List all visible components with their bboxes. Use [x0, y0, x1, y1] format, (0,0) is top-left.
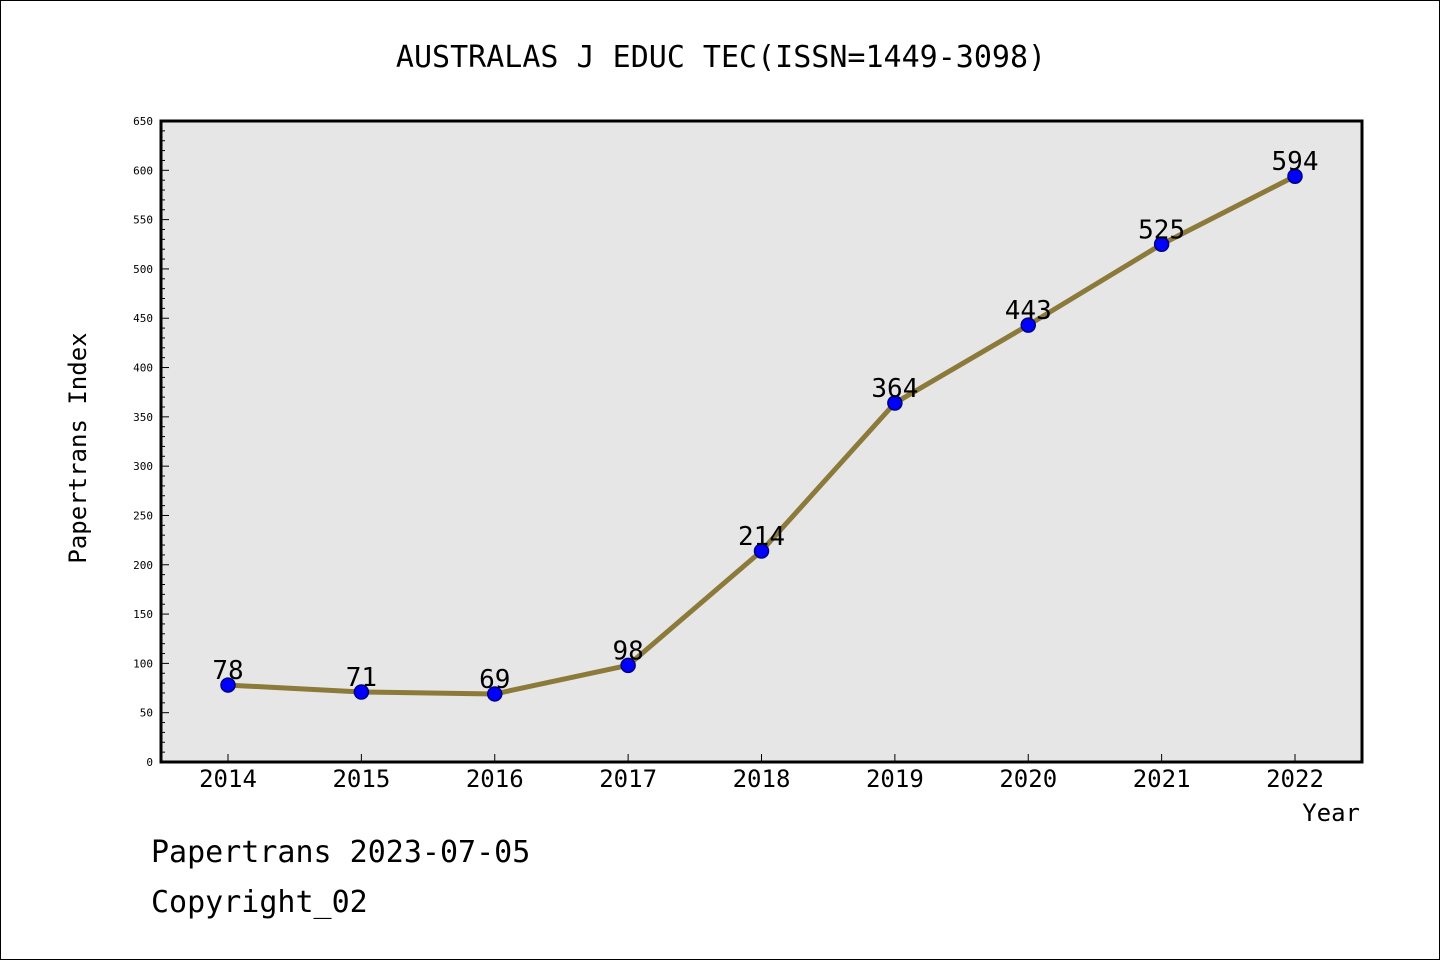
y-tick-label: 350	[133, 411, 153, 424]
data-point	[1287, 168, 1303, 184]
y-axis: 0 50 100 150 200 250 300 350 400 450 500 550 600 650	[133, 115, 169, 769]
x-tick-label: 2019	[866, 765, 924, 793]
y-tick-label: 300	[133, 460, 153, 473]
data-label: 98	[612, 636, 643, 666]
x-tick-label: 2017	[599, 765, 657, 793]
data-label: 69	[479, 665, 510, 695]
x-tick-label: 2018	[733, 765, 791, 793]
y-tick-label: 400	[133, 362, 153, 375]
data-label: 525	[1138, 215, 1185, 245]
y-tick-label: 650	[133, 115, 153, 128]
y-tick-label: 250	[133, 509, 153, 522]
y-tick-label: 0	[146, 756, 153, 769]
footer-copyright: Copyright_02	[151, 885, 368, 920]
data-point	[1020, 317, 1036, 333]
x-tick-label: 2020	[999, 765, 1057, 793]
y-tick-label: 550	[133, 214, 153, 227]
data-point	[220, 677, 236, 693]
data-label: 443	[1005, 296, 1052, 326]
y-tick-label: 450	[133, 312, 153, 325]
x-tick-label: 2015	[332, 765, 390, 793]
data-label: 594	[1272, 147, 1319, 177]
y-tick-label: 150	[133, 608, 153, 621]
y-tick-label: 600	[133, 164, 153, 177]
y-axis-label: Papertrans Index	[64, 332, 92, 563]
data-point	[753, 543, 770, 559]
x-axis: 2014 2015 2016 2017 2018 2019 2020 2021 2022	[199, 754, 1324, 793]
x-tick-label: 2014	[199, 765, 257, 793]
x-tick-label: 2021	[1133, 765, 1191, 793]
x-tick-label: 2016	[466, 765, 524, 793]
y-tick-label: 500	[133, 263, 153, 276]
data-label: 214	[738, 522, 785, 552]
plot-area	[159, 119, 1364, 764]
data-point	[887, 395, 903, 411]
data-point	[620, 657, 636, 674]
data-label: 364	[871, 374, 918, 404]
chart-title: AUSTRALAS J EDUC TEC(ISSN=1449-3098)	[396, 40, 1046, 75]
data-label: 71	[346, 663, 377, 693]
y-tick-label: 50	[140, 707, 153, 720]
footer-date: Papertrans 2023-07-05	[151, 835, 531, 870]
y-tick-label: 200	[133, 559, 153, 572]
data-point	[1153, 236, 1170, 253]
series-line-group: 78 71 69 98 214 364 443 525 594	[212, 147, 1319, 702]
data-point	[353, 684, 370, 700]
data-label: 78	[212, 656, 243, 686]
x-axis-label: Year	[1302, 799, 1360, 827]
y-tick-label: 100	[133, 657, 153, 670]
data-point	[487, 686, 503, 702]
x-tick-label: 2022	[1266, 765, 1324, 793]
